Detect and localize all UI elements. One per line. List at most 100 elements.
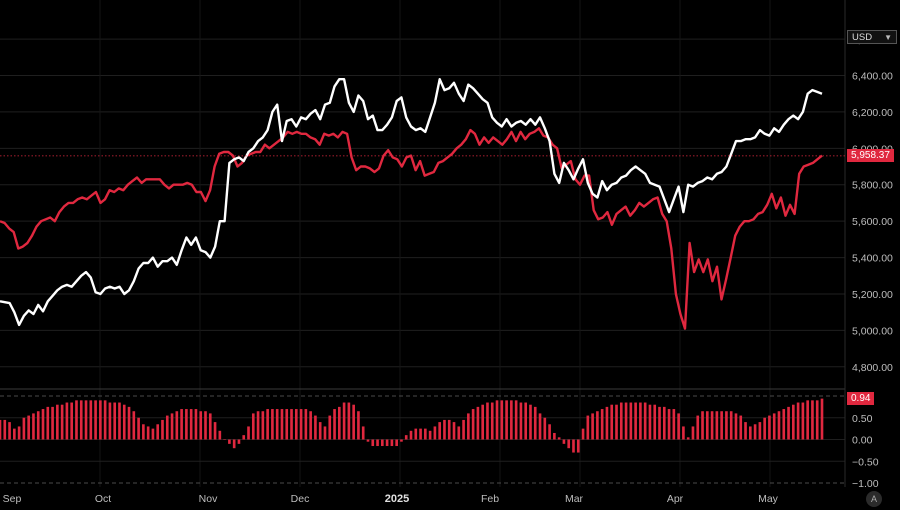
price-axis[interactable]: 6,600.006,400.006,200.006,000.005,800.00… — [852, 34, 893, 374]
indicator-bar — [533, 406, 537, 440]
y-tick-label: 5,000.00 — [852, 325, 893, 337]
indicator-bar — [610, 404, 614, 440]
indicator-bar — [787, 406, 790, 440]
y-tick-label: 5,600.00 — [852, 216, 893, 228]
indicator-value-badge: 0.94 — [847, 392, 875, 406]
indicator-bar — [615, 404, 618, 440]
indicator-bar — [299, 409, 303, 440]
indicator-bar — [232, 439, 236, 449]
last-price-label: 5,958.37 — [851, 150, 890, 162]
indicator-bar — [490, 402, 494, 440]
auto-scale-button[interactable]: A — [866, 491, 882, 507]
indicator-bar — [46, 406, 50, 440]
indicator-bar — [228, 439, 231, 444]
indicator-bar — [481, 404, 485, 440]
indicator-bar — [36, 411, 40, 440]
indicator-bar — [543, 417, 547, 440]
x-tick-label: Feb — [481, 493, 499, 505]
indicator-bar — [17, 426, 21, 440]
indicator-bar — [122, 404, 126, 440]
indicator-bar — [801, 402, 805, 440]
indicator-bar — [457, 426, 461, 440]
indicator-bar — [739, 415, 743, 440]
x-tick-label: May — [758, 493, 779, 505]
indicator-bar — [271, 409, 274, 440]
indicator-tick-label: −0.50 — [852, 456, 879, 468]
y-tick-label: 6,400.00 — [852, 71, 893, 83]
y-tick-label: 5,200.00 — [852, 289, 893, 301]
indicator-bar — [538, 413, 542, 440]
indicator-bar — [371, 439, 375, 447]
indicator-bar — [89, 400, 93, 440]
indicator-bar — [199, 411, 203, 440]
indicator-bar — [510, 400, 513, 440]
indicator-bar — [280, 409, 284, 440]
indicator-bar — [562, 439, 566, 444]
last-price-badge: 5,958.37 — [847, 149, 894, 163]
indicator-bar — [32, 413, 35, 440]
indicator-bar — [318, 422, 322, 440]
indicator-bar — [710, 411, 714, 440]
indicator-bar — [390, 439, 394, 447]
indicator-bar — [189, 409, 193, 440]
indicator-bar — [811, 400, 814, 440]
indicator-bar — [113, 402, 117, 440]
indicator-bar — [304, 409, 308, 440]
y-tick-label: 5,800.00 — [852, 180, 893, 192]
y-tick-label: 6,200.00 — [852, 107, 893, 119]
indicator-bar — [619, 402, 623, 440]
indicator-bar — [419, 428, 422, 440]
indicator-bar — [285, 409, 289, 440]
indicator-bar — [294, 409, 298, 440]
indicator-bar — [170, 413, 174, 440]
indicator-bar — [553, 432, 556, 440]
indicator-bar — [75, 400, 78, 440]
indicator-bar — [51, 406, 54, 440]
indicator-bar — [0, 419, 2, 440]
time-axis[interactable]: Sep Oct Nov Dec 2025 Feb Mar Apr May — [3, 493, 779, 505]
indicator-bar — [462, 419, 465, 440]
indicator-bar — [275, 409, 279, 440]
indicator-bar — [519, 402, 523, 440]
indicator-bar — [376, 439, 379, 447]
indicator-bar — [452, 422, 456, 440]
indicator-bar — [677, 413, 680, 440]
indicator-bar — [156, 424, 160, 440]
indicator-bar — [701, 411, 704, 440]
indicator-axis[interactable]: 1.000.500.00−0.50−1.00 — [852, 391, 879, 490]
indicator-bar — [165, 415, 169, 440]
indicator-bar — [744, 422, 747, 440]
auto-scale-label: A — [870, 494, 877, 504]
indicator-bar — [476, 406, 480, 440]
currency-selector[interactable]: USD ▼ — [847, 30, 897, 44]
indicator-bar — [60, 404, 64, 440]
indicator-bar — [218, 430, 222, 440]
indicator-bar — [333, 409, 336, 440]
x-tick-label: Oct — [95, 493, 111, 505]
indicator-bar — [729, 411, 733, 440]
indicator-bar — [667, 409, 671, 440]
indicator-bar — [634, 402, 637, 440]
main-grid — [0, 0, 845, 487]
indicator-bar — [682, 426, 685, 440]
indicator-bar — [696, 415, 700, 440]
indicator-bar — [500, 400, 504, 440]
indicator-bar — [213, 422, 217, 440]
indicator-bar — [748, 426, 752, 440]
indicator-bar — [357, 411, 360, 440]
indicator-tick-label: 0.00 — [852, 435, 873, 447]
indicator-bar — [596, 411, 599, 440]
indicator-bar — [658, 406, 661, 440]
indicator-bar — [605, 406, 609, 440]
indicator-bar — [567, 439, 571, 449]
indicator-bar — [815, 400, 819, 440]
indicator-bar — [8, 422, 11, 440]
indicator-bar — [208, 413, 212, 440]
indicator-bar — [471, 409, 475, 440]
indicator-bar — [161, 419, 164, 440]
series-line-compare — [0, 127, 823, 330]
indicator-bar — [433, 426, 437, 440]
indicator-bar — [223, 439, 226, 440]
indicator-bar — [361, 426, 365, 440]
